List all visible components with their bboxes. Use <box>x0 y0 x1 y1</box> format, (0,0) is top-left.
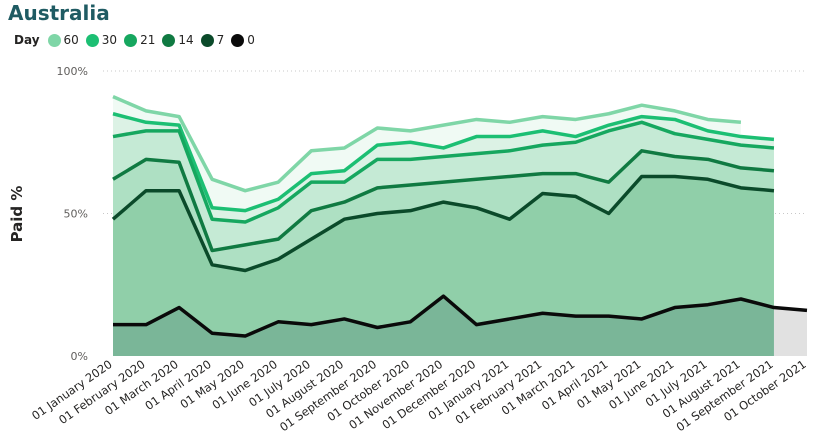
incomplete-period-shade <box>773 307 807 356</box>
line-series-21 <box>112 120 775 224</box>
legend-dot-7 <box>200 33 214 47</box>
legend-title: Day <box>14 33 40 47</box>
legend-item-7[interactable]: 7 <box>200 33 225 47</box>
legend-item-21[interactable]: 21 <box>124 33 155 47</box>
y-tick-label: 50% <box>64 208 88 221</box>
legend-dot-14 <box>162 33 176 47</box>
legend-label-0: 0 <box>247 33 255 47</box>
line-series-7 <box>111 174 775 273</box>
legend-dot-0 <box>231 33 245 47</box>
area-series-0 <box>113 296 807 356</box>
legend-label-14: 14 <box>178 33 194 47</box>
area-series-7 <box>113 176 774 356</box>
legend-label-21: 21 <box>140 33 156 47</box>
legend-item-60[interactable]: 60 <box>47 33 79 47</box>
legend-item-30[interactable]: 30 <box>85 33 118 47</box>
legend-dot-30 <box>85 33 99 47</box>
legend-label-60: 60 <box>63 33 79 47</box>
legend: Day 60 30 21 14 7 0 <box>14 33 262 47</box>
line-series-0 <box>113 294 808 338</box>
y-tick-label: 100% <box>57 65 88 78</box>
legend-label-7: 7 <box>216 33 225 47</box>
legend-item-14[interactable]: 14 <box>162 33 194 47</box>
legend-item-0[interactable]: 0 <box>231 33 255 47</box>
y-tick-label: 0% <box>71 350 88 363</box>
chart-title: Australia <box>8 1 110 25</box>
line-series-14 <box>112 149 775 253</box>
legend-dot-60 <box>47 33 61 47</box>
line-series-30 <box>112 112 775 213</box>
legend-label-30: 30 <box>101 33 118 47</box>
line-series-60 <box>112 95 742 193</box>
legend-dot-21 <box>124 33 138 47</box>
